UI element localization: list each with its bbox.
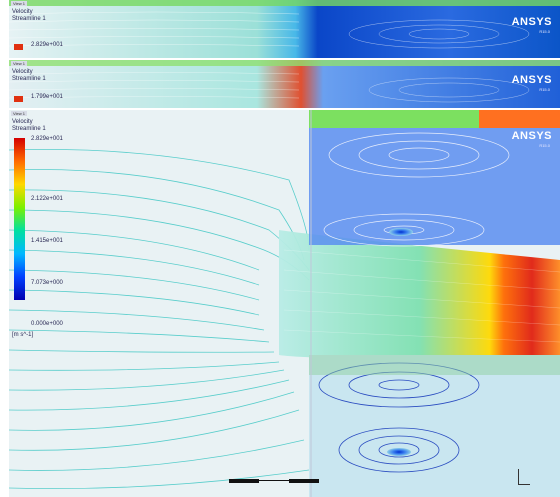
ansys-logo: ANSYS bbox=[511, 16, 552, 28]
scale-bar-segment-2 bbox=[289, 479, 319, 483]
colorbar-tick-3: 7.073e+000 bbox=[31, 280, 63, 286]
colorbar-tick-1: 2.122e+001 bbox=[31, 196, 63, 202]
legend-title: Velocity bbox=[12, 69, 33, 75]
view-label[interactable]: View 1 bbox=[11, 61, 27, 66]
legend-value: 1.799e+001 bbox=[31, 94, 63, 100]
ansys-version: R15.0 bbox=[539, 87, 550, 92]
legend-value: 2.829e+001 bbox=[31, 42, 63, 48]
x-axis-icon bbox=[518, 484, 530, 485]
ansys-version: R15.0 bbox=[539, 143, 550, 148]
viewport-panel-1[interactable]: View 1 Velocity Streamline 1 2.829e+001 … bbox=[9, 0, 560, 58]
view-label[interactable]: View 1 bbox=[11, 1, 27, 6]
colorbar-tick-0: 2.829e+001 bbox=[31, 136, 63, 142]
ansys-logo: ANSYS bbox=[511, 74, 552, 86]
ansys-version: R15.0 bbox=[539, 29, 550, 34]
legend: Velocity Streamline 1 bbox=[12, 119, 46, 133]
legend-swatch bbox=[14, 44, 23, 50]
scale-bar-line bbox=[229, 480, 319, 481]
colorbar-tick-4: 0.000e+000 bbox=[31, 321, 63, 327]
legend-subtitle: Streamline 1 bbox=[12, 16, 46, 22]
legend-title: Velocity bbox=[12, 119, 33, 125]
viewport-panel-3[interactable]: View 1 Velocity Streamline 1 2.829e+001 … bbox=[9, 110, 560, 497]
view-label[interactable]: View 1 bbox=[11, 111, 27, 116]
axis-triad bbox=[510, 469, 530, 489]
scale-bar-segment-1 bbox=[229, 479, 259, 483]
colorbar bbox=[14, 138, 25, 300]
colorbar-tick-2: 1.415e+001 bbox=[31, 238, 63, 244]
legend: Velocity Streamline 1 bbox=[12, 69, 46, 83]
legend-title: Velocity bbox=[12, 9, 33, 15]
legend-swatch bbox=[14, 96, 23, 102]
viewport-panel-2[interactable]: View 1 Velocity Streamline 1 1.799e+001 … bbox=[9, 60, 560, 108]
colorbar-unit: [m s^-1] bbox=[12, 332, 34, 338]
streamline-plot-1 bbox=[9, 0, 560, 58]
legend-subtitle: Streamline 1 bbox=[12, 76, 46, 82]
ansys-logo: ANSYS bbox=[511, 130, 552, 142]
streamline-plot-2 bbox=[9, 60, 560, 108]
streamline-plot-3 bbox=[9, 110, 560, 497]
legend-subtitle: Streamline 1 bbox=[12, 126, 46, 132]
legend: Velocity Streamline 1 bbox=[12, 9, 46, 23]
y-axis-icon bbox=[518, 469, 519, 485]
